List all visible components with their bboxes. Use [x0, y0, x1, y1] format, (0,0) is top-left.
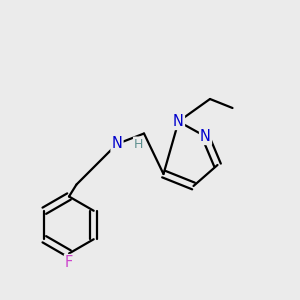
Text: N: N [112, 136, 122, 152]
Text: H: H [134, 137, 143, 151]
Text: N: N [173, 114, 184, 129]
Text: F: F [65, 255, 73, 270]
Text: N: N [200, 129, 211, 144]
